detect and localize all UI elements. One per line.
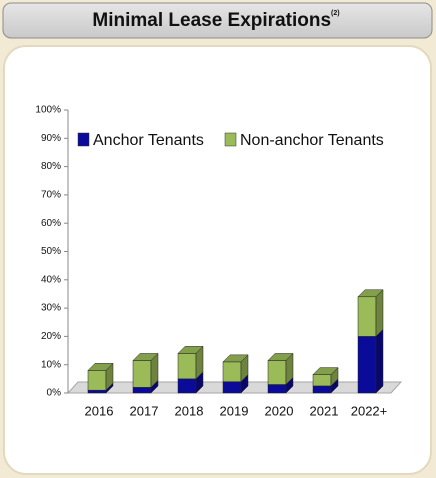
x-tick-label: 2016 [85,403,114,418]
y-tick-label: 90% [41,133,61,144]
y-tick-label: 20% [41,331,61,342]
bar-segment [357,336,377,394]
title-box [2,2,433,39]
x-tick-label: 2021 [310,403,339,418]
bar-side [375,328,384,394]
title-note: (2) [331,10,340,17]
y-tick-label: 60% [41,218,61,229]
y-tick-label: 70% [41,190,61,201]
legend-label: Non-anchor Tenants [240,132,384,149]
bar-top [177,346,204,354]
legend-label: Anchor Tenants [93,132,204,149]
bar-segment [267,360,287,385]
bar-top [222,354,249,363]
bar-top [312,367,339,375]
bar-top [132,353,159,361]
bar-segment [87,370,107,391]
x-tick-label: 2019 [220,403,249,418]
bar-segment [177,378,197,394]
legend-swatch [224,132,237,147]
x-tick-label: 2017 [130,403,159,418]
x-tick-label: 2020 [265,403,294,418]
y-tick-label: 30% [41,303,61,314]
y-tick-label: 40% [41,274,61,285]
y-tick-label: 0% [47,388,62,399]
bar-segment [312,385,332,394]
bar-top [357,289,384,298]
bar-top [267,353,294,361]
bar-top [87,363,114,371]
y-tick-label: 10% [41,359,61,370]
bar-segment [132,387,152,394]
chart-title: Minimal Lease Expirations(2) [92,10,339,31]
bar-side [375,289,384,338]
y-tick-label: 50% [41,246,61,257]
x-tick-label: 2022+ [351,403,388,418]
bar-segment [87,389,107,394]
y-tick-label: 100% [35,105,61,116]
bar-segment [267,384,287,394]
bar-segment [357,296,377,337]
y-tick-label: 80% [41,161,61,172]
bar-segment [222,361,242,382]
x-tick-label: 2018 [175,403,204,418]
bar-segment [222,381,242,394]
bar-segment [312,374,332,387]
legend-swatch [77,132,90,147]
title-text: Minimal Lease Expirations [92,10,331,31]
bar-segment [177,353,197,380]
bar-segment [132,360,152,388]
